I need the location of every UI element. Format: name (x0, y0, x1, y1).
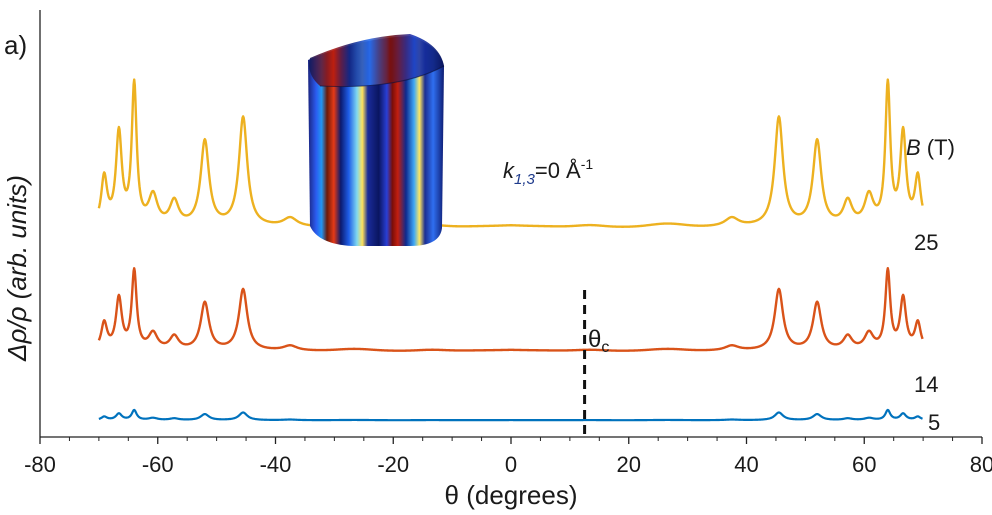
series-label-5: 5 (928, 410, 940, 435)
x-tick-label: -60 (142, 452, 174, 477)
critical-angle-label: θc (588, 326, 609, 356)
series-line-14 (97, 267, 924, 352)
k-annotation: k1,3=0 Å-1 (503, 156, 593, 188)
y-axis-title: Δρ/ρ (arb. units) (2, 175, 32, 362)
field-header: B (T) (906, 135, 955, 160)
x-tick-label: -80 (24, 452, 56, 477)
series-line-25 (97, 78, 924, 228)
x-tick-label: 80 (970, 452, 992, 477)
x-tick-label: 40 (734, 452, 758, 477)
series-label-14: 14 (914, 372, 938, 397)
x-tick-label: -40 (260, 452, 292, 477)
x-ticks: -80 -60 -40 -20 0 20 40 60 80 (24, 437, 992, 477)
x-tick-label: 0 (505, 452, 517, 477)
x-axis-title: θ (degrees) (445, 480, 578, 510)
x-tick-label: 20 (617, 452, 641, 477)
x-tick-label: -20 (377, 452, 409, 477)
fermi-surface-inset (308, 34, 445, 246)
series-label-25: 25 (914, 230, 938, 255)
panel-label: a) (4, 30, 27, 60)
series-line-5 (98, 408, 924, 422)
series-layer (97, 78, 924, 422)
x-tick-label: 60 (852, 452, 876, 477)
